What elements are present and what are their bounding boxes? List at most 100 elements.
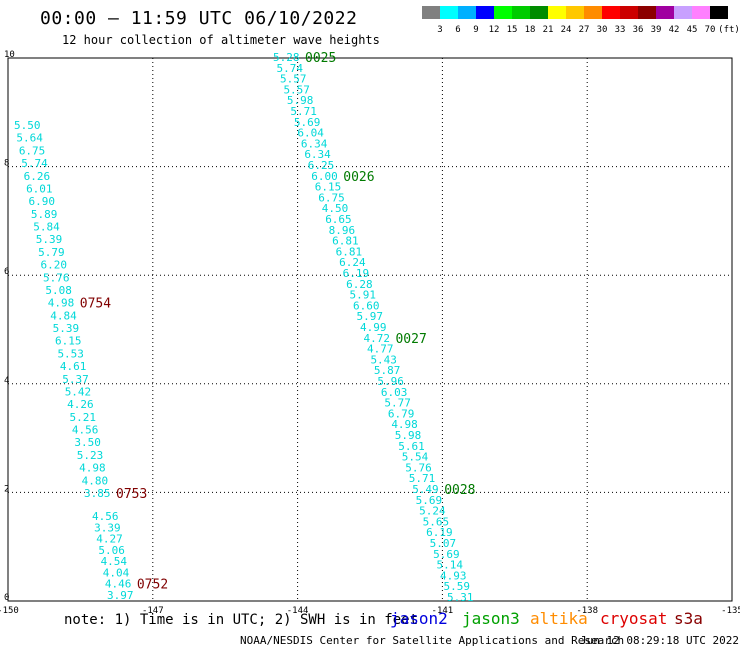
swh-value: 6.03 bbox=[381, 386, 408, 399]
swh-value: 4.77 bbox=[367, 343, 394, 356]
lat-tick-label: 6 bbox=[4, 267, 9, 277]
swh-value: 5.42 bbox=[65, 385, 92, 398]
swh-value: 6.81 bbox=[332, 235, 359, 248]
legend-swatch bbox=[656, 6, 674, 19]
time-label: 0752 bbox=[137, 578, 168, 593]
swh-value: 6.00 bbox=[311, 170, 338, 183]
swh-value: 5.69 bbox=[433, 548, 460, 561]
swh-value: 4.72 bbox=[363, 332, 390, 345]
swh-value: 5.69 bbox=[294, 116, 321, 129]
legend-label: 15 bbox=[506, 25, 518, 35]
swh-value: 5.69 bbox=[416, 494, 443, 507]
swh-value: 5.49 bbox=[412, 483, 439, 496]
time-label: 0754 bbox=[80, 297, 111, 312]
lon-tick-label: -150 bbox=[0, 606, 19, 616]
legend-label: 18 bbox=[524, 25, 536, 35]
legend-swatch bbox=[584, 6, 602, 19]
swh-value: 6.65 bbox=[325, 213, 352, 226]
swh-value: 6.24 bbox=[339, 256, 366, 269]
swh-value: 5.43 bbox=[370, 353, 397, 366]
lat-tick-label: 2 bbox=[4, 484, 9, 494]
legend-label: 45 bbox=[686, 25, 698, 35]
swh-value: 6.25 bbox=[308, 159, 335, 172]
swh-value: 6.60 bbox=[353, 299, 380, 312]
legend-label: 70 bbox=[704, 25, 716, 35]
lon-tick-label: -141 bbox=[432, 606, 454, 616]
swh-value: 5.79 bbox=[38, 246, 65, 259]
time-label: 0027 bbox=[395, 332, 426, 347]
legend-swatch bbox=[476, 6, 494, 19]
swh-value: 5.65 bbox=[423, 515, 450, 528]
swh-value: 5.96 bbox=[377, 375, 404, 388]
swh-value: 5.71 bbox=[409, 472, 436, 485]
swh-value: 3.97 bbox=[107, 589, 134, 602]
legend-label: 21 bbox=[542, 25, 554, 35]
swh-value: 6.04 bbox=[297, 127, 324, 140]
legend-swatch bbox=[458, 6, 476, 19]
swh-value: 5.28 bbox=[273, 51, 300, 64]
legend-label: 39 bbox=[650, 25, 662, 35]
legend-swatch bbox=[692, 6, 710, 19]
swh-value: 5.23 bbox=[77, 449, 104, 462]
swh-value: 5.50 bbox=[14, 119, 41, 132]
swh-value: 4.50 bbox=[322, 202, 349, 215]
note-text: note: 1) Time is in UTC; 2) SWH is in fe… bbox=[64, 612, 419, 628]
track-jason3: 5.285.745.575.575.985.715.696.046.346.34… bbox=[273, 51, 476, 604]
legend-label: 3 bbox=[437, 25, 443, 35]
legend-swatch bbox=[620, 6, 638, 19]
legend-label: 42 bbox=[668, 25, 680, 35]
lat-tick-label: 0 bbox=[4, 593, 9, 603]
footer-timestamp: Jun 12 08:29:18 UTC 2022 bbox=[580, 634, 739, 647]
legend-label: 36 bbox=[632, 25, 644, 35]
time-label: 0026 bbox=[343, 170, 374, 185]
swh-value: 5.77 bbox=[384, 397, 411, 410]
swh-value: 4.80 bbox=[82, 474, 109, 487]
lat-tick-label: 4 bbox=[4, 376, 9, 386]
lat-tick-label: 10 bbox=[4, 50, 15, 60]
swh-value: 6.20 bbox=[41, 259, 68, 272]
legend-swatch bbox=[674, 6, 692, 19]
lon-tick-label: -144 bbox=[287, 606, 309, 616]
swh-value: 6.01 bbox=[26, 182, 53, 195]
swh-value: 3.50 bbox=[74, 436, 101, 449]
lon-tick-label: -135 bbox=[721, 606, 740, 616]
swh-value: 5.07 bbox=[430, 537, 457, 550]
swh-value: 4.56 bbox=[92, 510, 119, 523]
sat-s3a: s3a bbox=[674, 609, 703, 628]
swh-value: 5.21 bbox=[70, 411, 97, 424]
legend-label: 30 bbox=[596, 25, 608, 35]
swh-value: 6.34 bbox=[304, 148, 331, 161]
swh-value: 6.26 bbox=[24, 170, 51, 183]
swh-value: 5.14 bbox=[437, 559, 464, 572]
swh-value: 5.53 bbox=[57, 347, 83, 360]
legend-swatch bbox=[440, 6, 458, 19]
sat-jason3: jason3 bbox=[462, 609, 520, 628]
map-frame bbox=[7, 57, 733, 602]
swh-value: 6.19 bbox=[343, 267, 370, 280]
swh-value: 4.98 bbox=[391, 418, 418, 431]
swh-value: 4.26 bbox=[67, 398, 94, 411]
legend-swatch bbox=[710, 6, 728, 19]
swh-value: 5.74 bbox=[276, 62, 303, 75]
swh-value: 5.98 bbox=[287, 94, 314, 107]
swh-value: 5.08 bbox=[45, 284, 72, 297]
swh-value: 5.06 bbox=[98, 544, 125, 557]
legend-label: 33 bbox=[614, 25, 626, 35]
swh-value: 6.75 bbox=[19, 144, 46, 157]
swh-value: 4.61 bbox=[60, 360, 87, 373]
swh-value: 6.19 bbox=[426, 526, 453, 539]
swh-value: 5.54 bbox=[402, 451, 429, 464]
swh-value: 4.93 bbox=[440, 569, 467, 582]
legend-label: 12 bbox=[488, 25, 500, 35]
swh-value: 4.27 bbox=[96, 533, 123, 546]
lat-tick-label: 8 bbox=[4, 159, 9, 169]
swh-value: 5.57 bbox=[283, 83, 310, 96]
time-label: 0025 bbox=[305, 51, 336, 66]
track-cryosat: 5.505.646.755.746.266.016.905.895.845.39… bbox=[14, 119, 168, 602]
swh-value: 3.39 bbox=[94, 521, 121, 534]
time-label: 0028 bbox=[444, 483, 475, 498]
swh-value: 5.39 bbox=[36, 233, 63, 246]
sat-jason2: jason2 bbox=[390, 609, 448, 628]
swh-value: 6.81 bbox=[336, 245, 363, 258]
